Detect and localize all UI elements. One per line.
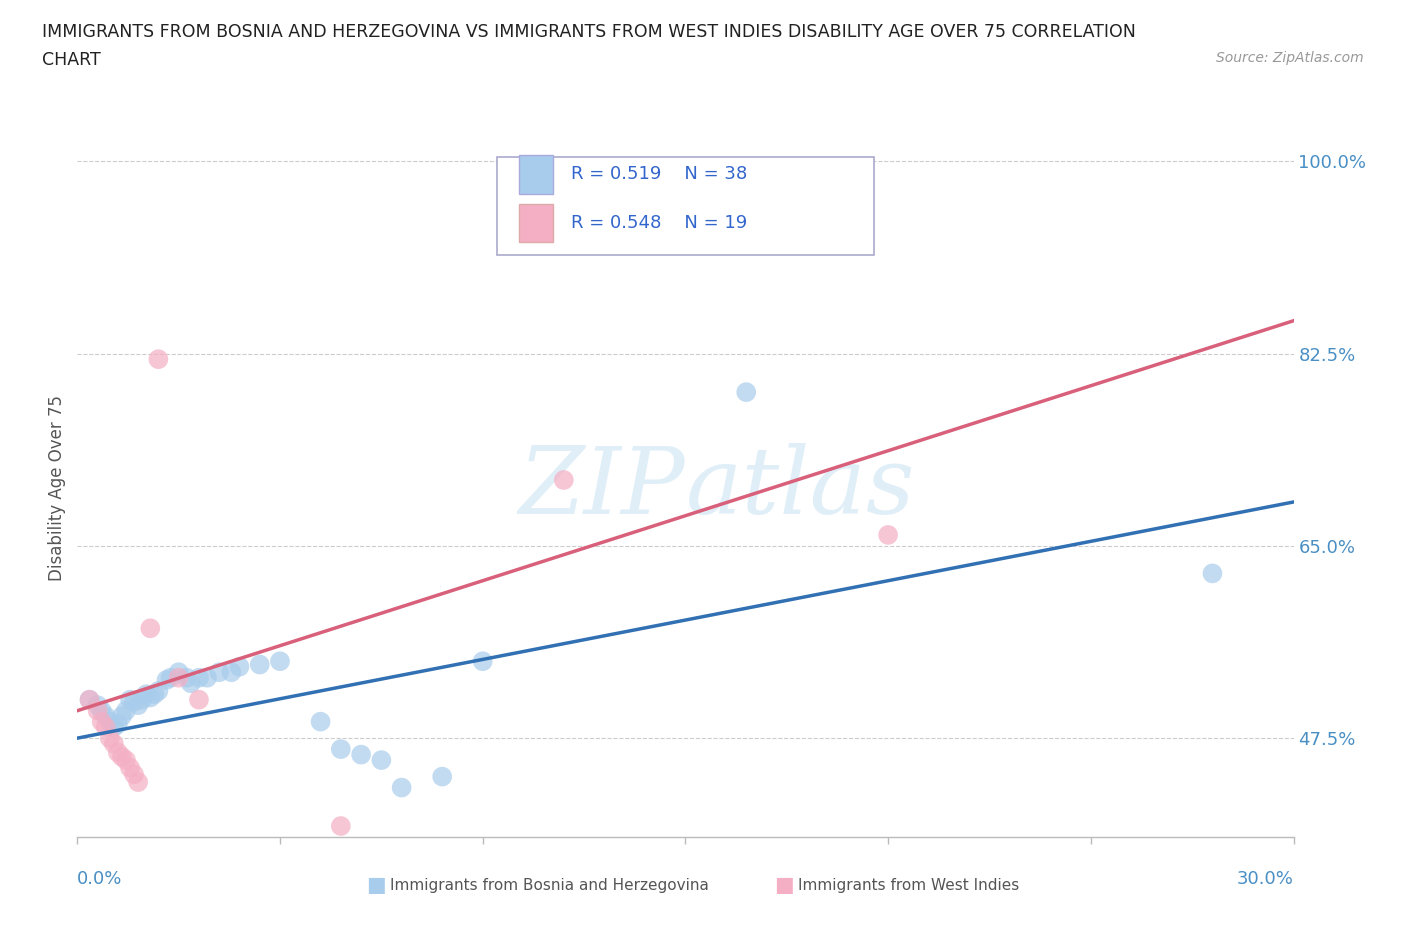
Point — [122, 695, 145, 710]
Point — [148, 352, 170, 366]
Point — [107, 716, 129, 731]
Point — [877, 527, 900, 542]
Point — [79, 692, 101, 707]
Point — [90, 714, 112, 729]
Point — [139, 621, 162, 636]
Text: CHART: CHART — [42, 51, 101, 69]
Point — [103, 737, 125, 751]
Point — [103, 720, 125, 735]
Point — [350, 747, 373, 762]
Point — [118, 761, 141, 776]
Text: atlas: atlas — [686, 444, 915, 533]
Point — [86, 703, 108, 718]
Point — [228, 659, 250, 674]
Y-axis label: Disability Age Over 75: Disability Age Over 75 — [48, 395, 66, 581]
Point — [221, 665, 243, 680]
Point — [329, 742, 352, 757]
Point — [430, 769, 453, 784]
Point — [1201, 566, 1223, 581]
Point — [79, 692, 101, 707]
Point — [98, 731, 121, 746]
Point — [309, 714, 332, 729]
FancyBboxPatch shape — [496, 157, 875, 255]
Point — [90, 703, 112, 718]
Point — [155, 672, 177, 687]
Point — [329, 818, 352, 833]
Text: Immigrants from Bosnia and Herzegovina: Immigrants from Bosnia and Herzegovina — [391, 878, 709, 893]
Text: ■: ■ — [773, 875, 794, 896]
Point — [122, 767, 145, 782]
Point — [111, 709, 134, 724]
Point — [127, 698, 149, 712]
Text: ■: ■ — [366, 875, 387, 896]
Text: 30.0%: 30.0% — [1237, 870, 1294, 888]
Point — [471, 654, 494, 669]
Point — [131, 692, 153, 707]
Point — [94, 709, 117, 724]
Point — [188, 671, 211, 685]
Point — [735, 385, 758, 400]
Point — [180, 676, 202, 691]
Point — [167, 665, 190, 680]
Text: ZIP: ZIP — [519, 444, 686, 533]
Point — [208, 665, 231, 680]
Point — [249, 658, 271, 672]
Point — [98, 714, 121, 729]
Point — [148, 684, 170, 698]
Point — [176, 671, 198, 685]
Point — [135, 686, 157, 701]
Text: IMMIGRANTS FROM BOSNIA AND HERZEGOVINA VS IMMIGRANTS FROM WEST INDIES DISABILITY: IMMIGRANTS FROM BOSNIA AND HERZEGOVINA V… — [42, 23, 1136, 41]
Point — [553, 472, 575, 487]
Point — [127, 775, 149, 790]
Point — [195, 671, 218, 685]
FancyBboxPatch shape — [519, 155, 553, 193]
Point — [115, 752, 138, 767]
Point — [370, 752, 392, 767]
Point — [118, 692, 141, 707]
Point — [143, 686, 166, 701]
Text: R = 0.548    N = 19: R = 0.548 N = 19 — [571, 214, 748, 232]
Point — [107, 745, 129, 760]
Point — [269, 654, 291, 669]
Point — [188, 692, 211, 707]
Point — [139, 690, 162, 705]
FancyBboxPatch shape — [519, 204, 553, 243]
Point — [86, 698, 108, 712]
Point — [111, 750, 134, 764]
Text: R = 0.519    N = 38: R = 0.519 N = 38 — [571, 166, 748, 183]
Text: Source: ZipAtlas.com: Source: ZipAtlas.com — [1216, 51, 1364, 65]
Point — [167, 671, 190, 685]
Text: Immigrants from West Indies: Immigrants from West Indies — [799, 878, 1019, 893]
Point — [159, 671, 181, 685]
Point — [94, 720, 117, 735]
Text: 0.0%: 0.0% — [77, 870, 122, 888]
Point — [115, 703, 138, 718]
Point — [391, 780, 413, 795]
